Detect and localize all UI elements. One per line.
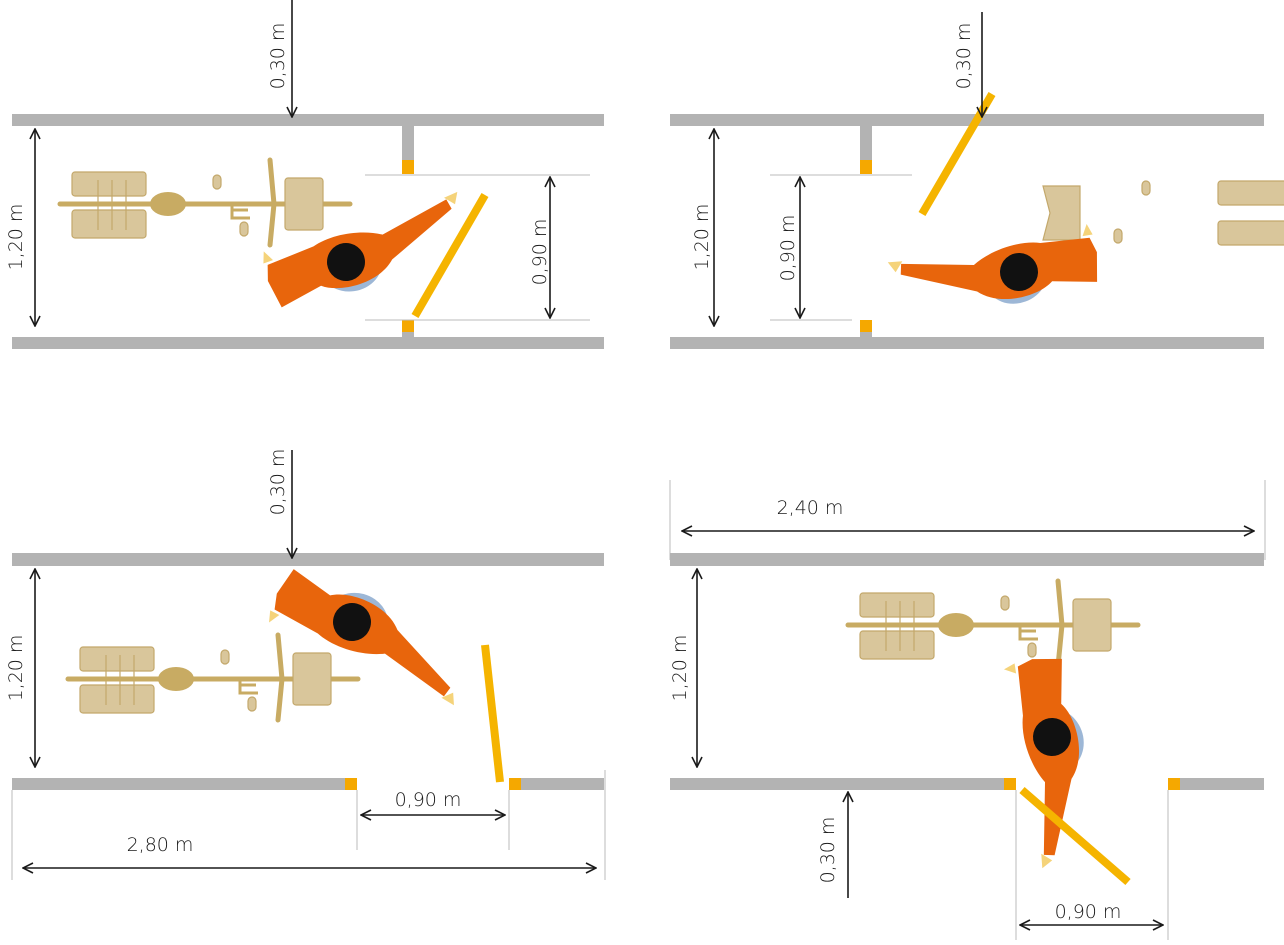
bike-part [1141, 180, 1151, 196]
bag [1217, 180, 1284, 206]
label: 1,20 m [5, 635, 27, 702]
post [860, 332, 872, 337]
wall [12, 337, 604, 349]
door-leaf [481, 644, 504, 783]
wall [521, 778, 604, 790]
door-frame [402, 320, 414, 332]
door-frame [860, 160, 872, 174]
label: 0,90 m [777, 215, 799, 282]
door-frame [1004, 778, 1016, 790]
label: 1,20 m [669, 635, 691, 702]
label: 0,30 m [267, 449, 289, 516]
label: 0,30 m [817, 817, 839, 884]
label: 2,80 m [127, 834, 194, 856]
label: 1,20 m [5, 204, 27, 271]
bag [1042, 185, 1081, 241]
wall [12, 778, 345, 790]
bag [1217, 220, 1284, 246]
door-frame [345, 778, 357, 790]
door-leaf [411, 192, 489, 319]
label: 2,40 m [777, 497, 844, 519]
person [258, 566, 478, 706]
wall [670, 553, 1264, 566]
label: 0,90 m [1055, 901, 1122, 923]
label: 0,90 m [529, 219, 551, 286]
wall [1180, 778, 1264, 790]
post [402, 126, 414, 160]
bicycle [60, 160, 350, 245]
door-frame [860, 320, 872, 332]
label: 0,90 m [395, 789, 462, 811]
post [402, 332, 414, 337]
door-frame [1168, 778, 1180, 790]
wall [670, 778, 1004, 790]
bike-part [1113, 228, 1123, 244]
wall [12, 553, 604, 566]
post [860, 126, 872, 160]
door-frame [402, 160, 414, 174]
label: 0,30 m [953, 23, 975, 90]
label: 1,20 m [691, 204, 713, 271]
wall [670, 114, 1264, 126]
wall [670, 337, 1264, 349]
door-frame [509, 778, 521, 790]
door-leaf [1019, 786, 1131, 886]
bicycle [68, 635, 358, 720]
wall [12, 114, 604, 126]
bicycle [848, 581, 1138, 666]
label: 0,30 m [267, 23, 289, 90]
person [973, 647, 1127, 869]
